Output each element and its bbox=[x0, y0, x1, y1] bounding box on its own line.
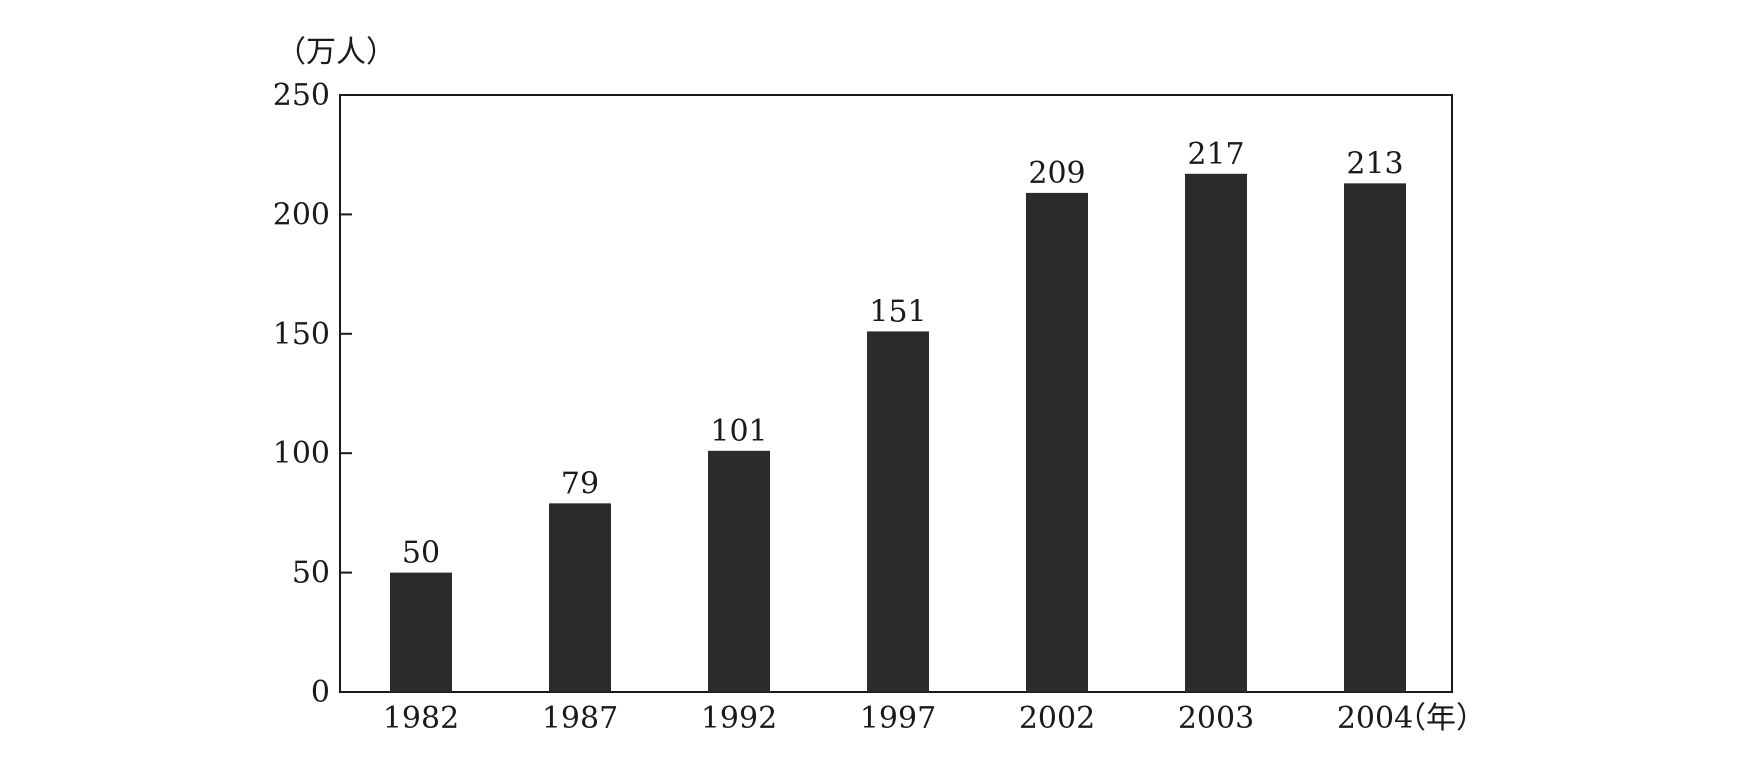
x-axis: 1982 1987 1992 1997 2002 2003 2004 bbox=[383, 701, 1413, 736]
data-label-1997: 151 bbox=[869, 294, 926, 329]
x-tick-label: 2003 bbox=[1178, 701, 1254, 736]
x-tick-label: 2002 bbox=[1019, 701, 1095, 736]
bar-1992 bbox=[708, 450, 770, 692]
data-label-1982: 50 bbox=[402, 536, 440, 571]
x-tick-label: 1997 bbox=[860, 701, 936, 736]
data-label-2002: 209 bbox=[1028, 156, 1085, 191]
bar-1987 bbox=[549, 503, 611, 692]
bar-2003 bbox=[1185, 173, 1247, 692]
data-label-1992: 101 bbox=[710, 414, 767, 449]
data-label-2003: 217 bbox=[1187, 137, 1244, 172]
bar-2002 bbox=[1026, 192, 1088, 692]
y-tick-label: 100 bbox=[273, 436, 330, 471]
x-tick-label: 1982 bbox=[383, 701, 459, 736]
y-tick-label: 200 bbox=[273, 197, 330, 232]
x-tick-label: 2004 bbox=[1337, 701, 1413, 736]
x-tick-label: 1987 bbox=[542, 701, 618, 736]
y-axis: 0 50 100 150 200 250 bbox=[273, 78, 352, 710]
bars-group: 50 79 101 151 209 217 213 bbox=[390, 137, 1406, 692]
data-label-1987: 79 bbox=[561, 466, 599, 501]
bar-2004 bbox=[1344, 183, 1406, 692]
y-tick-label: 150 bbox=[273, 317, 330, 352]
y-tick-label: 0 bbox=[311, 675, 330, 710]
bar-1982 bbox=[390, 572, 452, 692]
y-tick-label: 250 bbox=[273, 78, 330, 113]
bar-1997 bbox=[867, 331, 929, 692]
data-label-2004: 213 bbox=[1346, 146, 1403, 181]
x-tick-label: 1992 bbox=[701, 701, 777, 736]
x-axis-unit-label: （年） bbox=[1396, 701, 1486, 736]
y-axis-unit-label: （万人） bbox=[276, 35, 396, 70]
y-tick-label: 50 bbox=[292, 556, 330, 591]
